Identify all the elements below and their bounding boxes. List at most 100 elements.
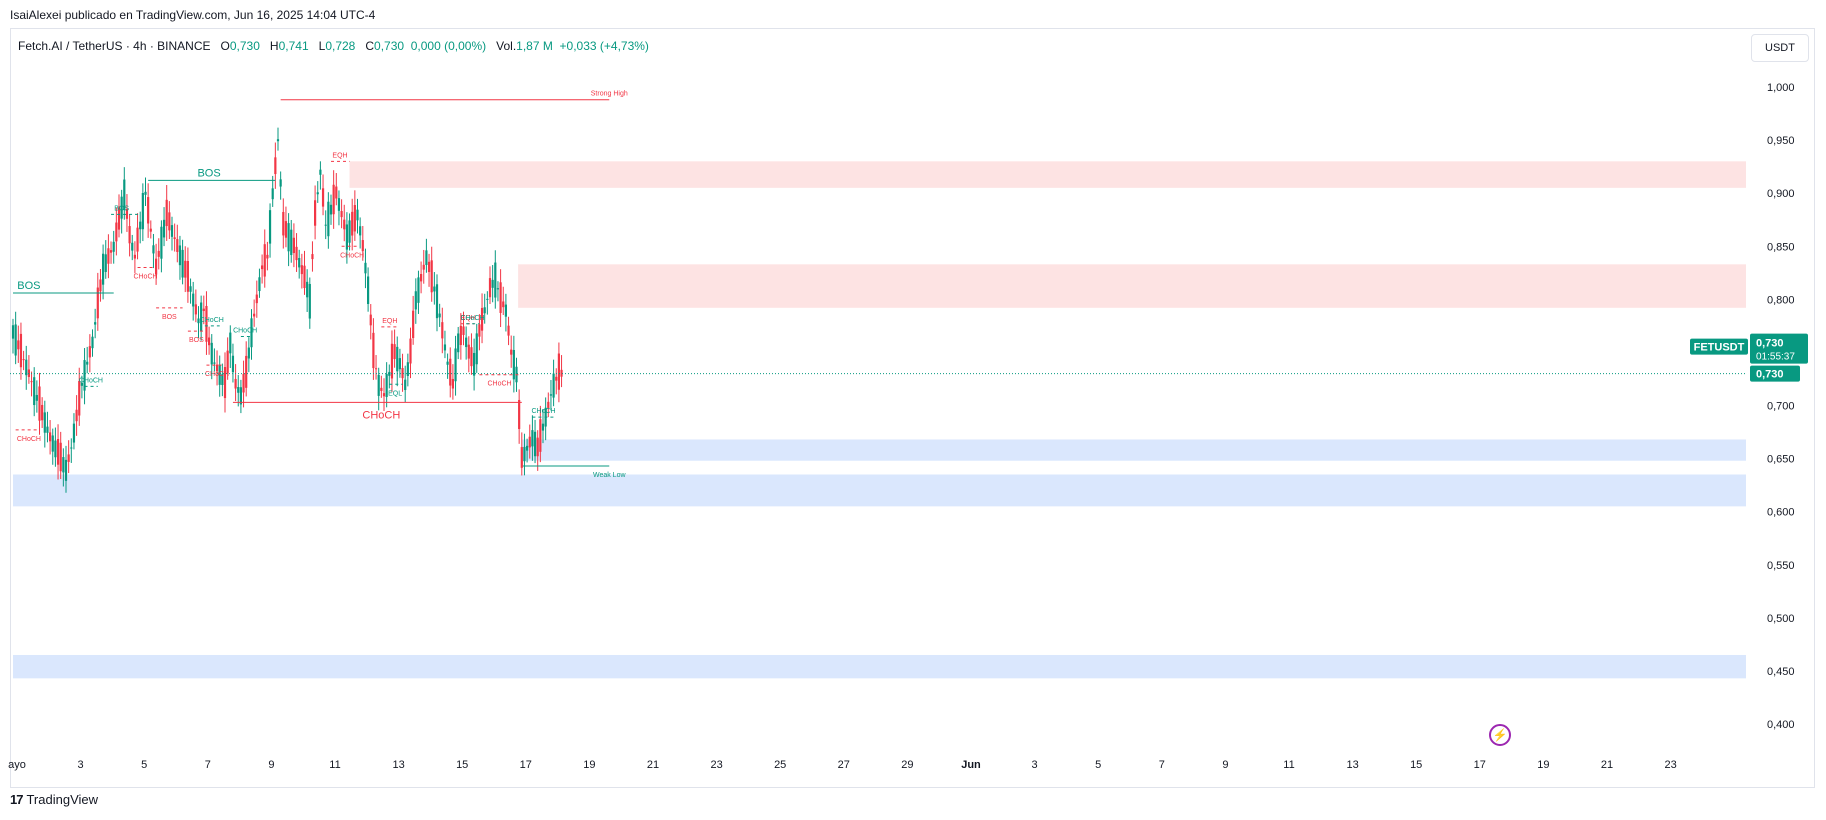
high-label: H — [269, 39, 279, 53]
candle-body — [117, 207, 121, 230]
structure-label: BOS — [114, 205, 129, 212]
candle-body — [356, 209, 359, 221]
candle-body — [443, 344, 447, 351]
candle-body — [210, 342, 213, 365]
candle-body — [271, 188, 274, 200]
structure-label: EQL — [388, 390, 402, 397]
y-tick-label: 0,700 — [1767, 401, 1795, 413]
candle-body — [202, 308, 205, 312]
candle-body — [75, 409, 78, 422]
candle-body — [390, 343, 394, 379]
candle-body — [14, 324, 17, 356]
candle-body — [231, 355, 235, 373]
structure-label: BOS — [17, 280, 40, 292]
candle-body — [496, 288, 500, 290]
candle-body — [86, 361, 89, 365]
candle-body — [425, 250, 428, 265]
candle-body — [62, 457, 65, 473]
symbol-title[interactable]: Fetch.AI / TetherUS · 4h · BINANCE — [18, 39, 211, 53]
candle-body — [388, 371, 391, 376]
candle-body — [234, 378, 237, 389]
candle-body — [343, 219, 346, 230]
lightning-icon[interactable]: ⚡ — [1489, 724, 1511, 746]
candle-body — [364, 262, 367, 274]
candle-body — [504, 304, 507, 317]
structure-label: CHoCH — [362, 409, 400, 421]
candle-body — [30, 381, 33, 383]
candle-body — [518, 399, 521, 430]
candle-body — [59, 442, 62, 472]
price-tag-text: 0,730 — [1756, 338, 1784, 350]
candle-body — [473, 352, 476, 376]
y-tick-label: 0,950 — [1767, 135, 1795, 147]
candle-body — [170, 225, 174, 237]
close-label: C — [365, 39, 375, 53]
candle-body — [157, 250, 160, 257]
candle-body — [512, 349, 515, 380]
candle-body — [502, 301, 505, 308]
candle-body — [112, 241, 115, 252]
candle-body — [467, 344, 470, 359]
candle-body — [298, 257, 301, 268]
candle-body — [226, 350, 229, 373]
candle-body — [353, 205, 356, 232]
x-tick-label: 23 — [710, 759, 722, 771]
structure-label: Weak Low — [593, 472, 626, 479]
candle-body — [438, 313, 441, 318]
candle-body — [427, 261, 431, 273]
candle-body — [480, 307, 484, 331]
candle-body — [266, 254, 269, 259]
candle-body — [465, 337, 468, 348]
candle-body — [380, 387, 383, 391]
candle-body — [409, 338, 412, 364]
candle-body — [205, 305, 208, 342]
candle-body — [99, 279, 102, 292]
candle-body — [319, 169, 322, 175]
candle-body — [208, 337, 211, 346]
candle-body — [462, 326, 465, 335]
candle-body — [247, 347, 250, 359]
candle-body — [56, 438, 60, 465]
candle-body — [237, 387, 240, 393]
candle-body — [70, 447, 73, 449]
candle-body — [189, 286, 192, 292]
candle-body — [192, 293, 195, 307]
currency-unit-button[interactable]: USDT — [1751, 34, 1809, 62]
candle-body — [136, 227, 139, 252]
candle-body — [549, 394, 553, 396]
x-tick-label: 19 — [583, 759, 595, 771]
candle-body — [335, 186, 338, 199]
candle-body — [19, 333, 23, 368]
structure-label: EQH — [332, 152, 347, 159]
symbol-legend: Fetch.AI / TetherUS · 4h · BINANCE O0,73… — [18, 39, 649, 53]
structure-label: EQH — [461, 315, 476, 322]
candle-body — [263, 244, 266, 277]
structure-label: CHoCH — [233, 327, 257, 334]
candle-body — [552, 373, 555, 398]
candle-body — [200, 302, 203, 332]
last-price-tag — [1750, 365, 1800, 382]
y-tick-label: 0,850 — [1767, 241, 1795, 253]
candle-body — [181, 249, 184, 278]
volume-change: +0,033 (+4,73%) — [559, 39, 649, 53]
candle-body — [382, 393, 386, 397]
candle-body — [218, 364, 221, 385]
structure-label: CHoCH — [205, 371, 229, 378]
candle-body — [178, 245, 182, 266]
candle-body — [197, 318, 200, 324]
candle-body — [80, 383, 83, 386]
candle-body — [295, 246, 298, 261]
candle-body — [282, 211, 285, 236]
y-tick-label: 0,900 — [1767, 188, 1795, 200]
candle-body — [412, 310, 415, 339]
candle-body — [131, 242, 134, 251]
candle-body — [141, 193, 144, 230]
supply-zone — [518, 264, 1746, 308]
tradingview-brand[interactable]: 17 TradingView — [10, 792, 98, 807]
candle-body — [125, 208, 129, 219]
candle-body — [162, 219, 166, 238]
x-tick-label: 7 — [1159, 759, 1165, 771]
symbol-price-tag — [1690, 338, 1748, 355]
structure-label: BOS — [162, 314, 177, 321]
